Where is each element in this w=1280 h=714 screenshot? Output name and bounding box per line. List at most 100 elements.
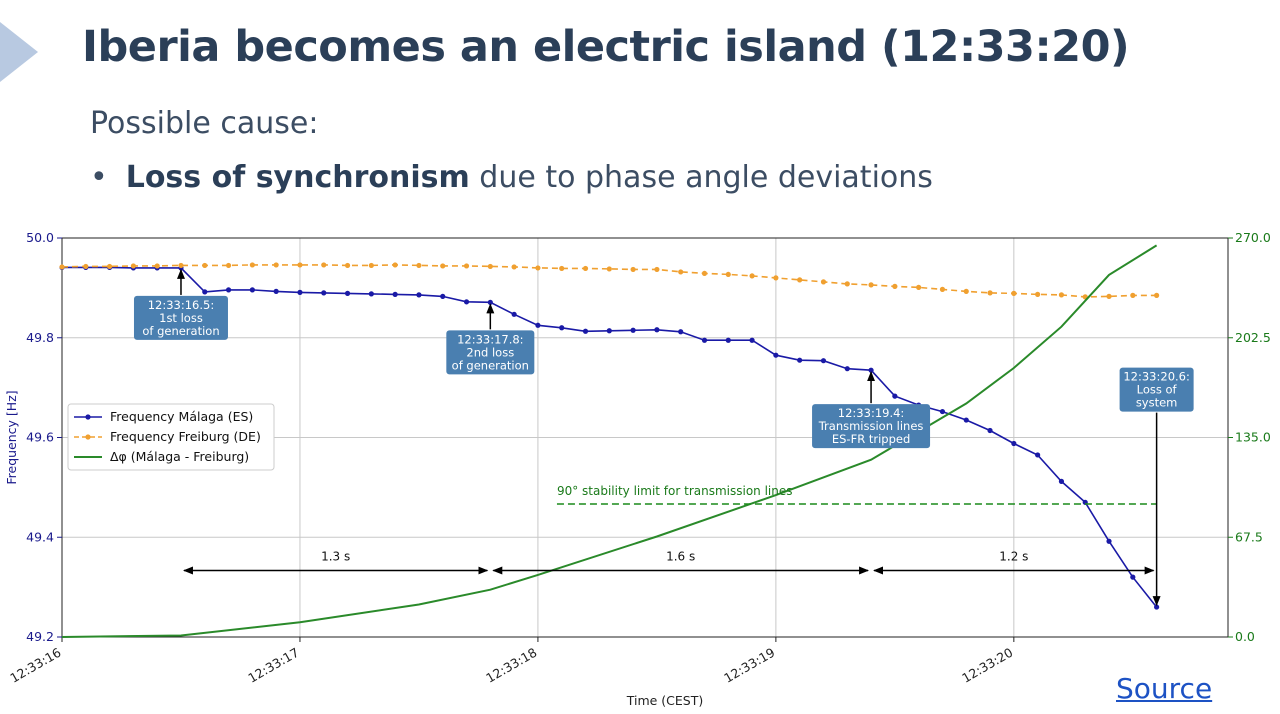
series-point <box>487 299 493 305</box>
series-point <box>773 275 779 281</box>
y-right-tick-label: 270.0 <box>1235 230 1271 245</box>
series-point <box>939 408 946 415</box>
series-point <box>321 262 327 268</box>
annotation-text: of generation <box>142 324 219 338</box>
series-point <box>939 286 946 292</box>
y-right-tick-label: 67.5 <box>1235 529 1263 544</box>
series-point <box>963 417 969 423</box>
annotation-text: of generation <box>452 358 529 372</box>
series-point <box>654 327 660 333</box>
series-point <box>249 287 255 293</box>
series-point <box>59 264 65 270</box>
interval-label: 1.2 s <box>999 550 1028 564</box>
series-point <box>392 262 398 268</box>
series-point <box>1106 538 1112 544</box>
legend-entry: Frequency Málaga (ES) <box>110 409 253 424</box>
series-line <box>61 244 1158 638</box>
series-point <box>725 271 731 278</box>
series-point <box>344 262 351 269</box>
bullet-dot: • <box>90 160 108 195</box>
series-point <box>987 427 993 434</box>
x-tick-label: 12:33:18 <box>483 645 539 686</box>
annotation-text: 12:33:17.8: <box>457 332 524 346</box>
y-tick-label: 49.8 <box>26 330 54 345</box>
series-point <box>797 277 803 283</box>
annotation-box <box>1119 367 1194 412</box>
series-point <box>487 263 493 270</box>
series-point <box>416 292 422 298</box>
series-point <box>916 284 922 290</box>
x-tick-label: 12:33:17 <box>245 645 301 686</box>
series-point <box>725 337 731 343</box>
series-point <box>773 352 779 358</box>
interval-label: 1.3 s <box>321 550 350 564</box>
series-point <box>749 273 755 279</box>
y-right-tick-label: 0.0 <box>1235 629 1255 644</box>
y-right-tick-label: 135.0 <box>1235 430 1271 445</box>
interval-label: 1.6 s <box>666 550 695 564</box>
bullet-bold-text: Loss of synchronism <box>125 160 470 195</box>
series-point <box>630 327 636 333</box>
series-point <box>987 290 993 296</box>
series-point <box>511 311 517 317</box>
source-link[interactable]: Source <box>1116 672 1213 705</box>
series-point <box>559 265 565 272</box>
series-point <box>1154 292 1160 298</box>
annotation-text: 1st loss <box>159 311 203 325</box>
annotation-text: 12:33:20.6: <box>1123 370 1190 384</box>
series-layer <box>59 244 1160 638</box>
series-point <box>1154 604 1160 610</box>
series-line <box>61 264 1157 298</box>
series-point <box>868 367 874 373</box>
y-tick-label: 50.0 <box>26 230 54 245</box>
series-point <box>202 262 208 269</box>
annotation-box <box>812 404 931 449</box>
series-point <box>1035 452 1041 458</box>
series-point <box>178 262 184 269</box>
slide-title: Iberia becomes an electric island (12:33… <box>82 22 1130 72</box>
y-tick-label: 49.6 <box>26 430 54 445</box>
bullet-text: due to phase angle deviations <box>469 160 933 195</box>
annotation-text: 2nd loss <box>466 345 514 359</box>
series-point <box>678 269 684 275</box>
series-point <box>368 291 374 297</box>
series-point <box>820 358 827 364</box>
series-point <box>344 290 351 296</box>
series-point <box>844 366 850 372</box>
legend-box <box>67 403 275 471</box>
annotation-box <box>446 330 535 375</box>
series-point <box>440 263 446 269</box>
series-point <box>202 289 208 295</box>
y-axis-label: Frequency [Hz] <box>4 390 19 484</box>
slide-triangle-icon <box>0 22 38 82</box>
series-point <box>440 293 446 299</box>
series-point <box>701 337 708 343</box>
annotation-text: system <box>1136 396 1178 410</box>
x-tick-label: 12:33:16 <box>7 645 63 686</box>
series-point <box>963 288 969 294</box>
series-point <box>582 328 589 334</box>
y-tick-label: 49.4 <box>26 529 54 544</box>
legend-swatch-dot <box>85 434 91 440</box>
series-point <box>130 263 136 269</box>
series-point <box>535 322 541 328</box>
series-point <box>1058 478 1065 484</box>
annotations-layer: 90° stability limit for transmission lin… <box>133 268 1194 607</box>
annotation-text: ES-FR tripped <box>832 432 910 446</box>
series-point <box>154 263 160 269</box>
series-point <box>416 262 422 269</box>
series-point <box>297 289 303 295</box>
series-point <box>511 264 517 270</box>
series-point <box>225 287 232 293</box>
series-point <box>606 266 612 272</box>
series-point <box>749 337 755 343</box>
series-point <box>106 263 113 270</box>
series-point <box>1011 440 1017 447</box>
frequency-chart: 12:33:16 12:33:17 12:33:18 12:33:19 12:33:20… <box>4 230 1271 708</box>
series-point <box>297 262 303 268</box>
series-point <box>463 263 470 269</box>
series-point <box>606 328 612 334</box>
series-point <box>463 299 470 305</box>
series-point <box>630 266 636 273</box>
series-point <box>273 262 279 268</box>
